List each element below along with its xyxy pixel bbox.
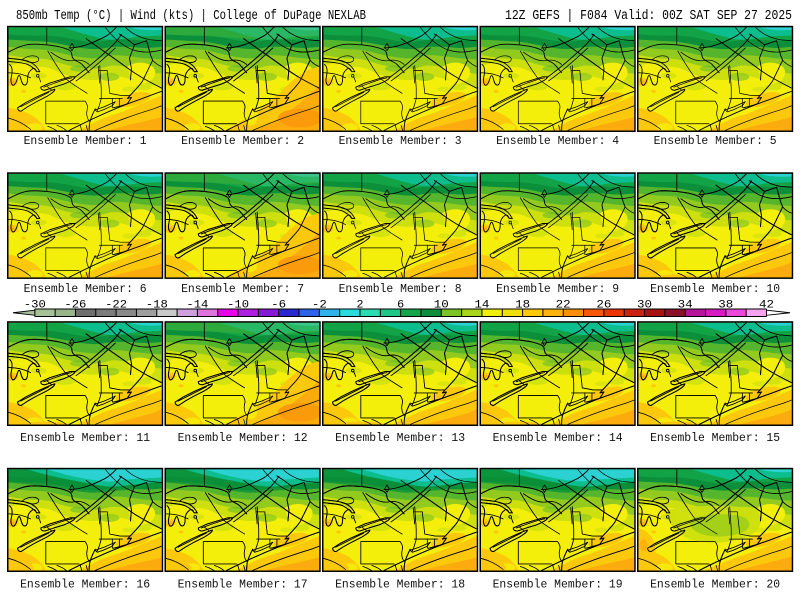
svg-text:Ensemble Member: 14: Ensemble Member: 14 [493, 432, 623, 445]
svg-text:Ensemble Member: 6: Ensemble Member: 6 [24, 283, 147, 296]
svg-text:-14: -14 [186, 299, 208, 311]
svg-text:2: 2 [357, 299, 364, 311]
svg-text:Ensemble Member: 11: Ensemble Member: 11 [20, 432, 150, 445]
svg-text:Ensemble Member: 5: Ensemble Member: 5 [654, 135, 777, 148]
svg-text:Ensemble Member: 3: Ensemble Member: 3 [339, 135, 462, 148]
svg-text:Ensemble Member: 2: Ensemble Member: 2 [181, 135, 304, 148]
svg-text:14: 14 [474, 299, 489, 311]
svg-text:30: 30 [637, 299, 652, 311]
svg-text:34: 34 [678, 299, 693, 311]
svg-text:26: 26 [596, 299, 611, 311]
svg-text:-2: -2 [312, 299, 327, 311]
svg-text:42: 42 [759, 299, 774, 311]
svg-text:Ensemble Member: 10: Ensemble Member: 10 [650, 283, 780, 296]
svg-text:Ensemble Member: 8: Ensemble Member: 8 [339, 283, 462, 296]
svg-text:Ensemble Member: 12: Ensemble Member: 12 [178, 432, 308, 445]
svg-text:22: 22 [556, 299, 571, 311]
svg-text:Ensemble Member: 18: Ensemble Member: 18 [335, 579, 465, 592]
svg-text:Ensemble Member: 4: Ensemble Member: 4 [496, 135, 619, 148]
svg-text:Ensemble Member: 19: Ensemble Member: 19 [493, 579, 623, 592]
svg-text:38: 38 [718, 299, 733, 311]
svg-text:Ensemble Member: 1: Ensemble Member: 1 [24, 135, 147, 148]
svg-text:6: 6 [397, 299, 404, 311]
svg-text:18: 18 [515, 299, 530, 311]
svg-text:Ensemble Member: 20: Ensemble Member: 20 [650, 579, 780, 592]
svg-text:12Z GEFS | F084 Valid: 00Z SAT: 12Z GEFS | F084 Valid: 00Z SAT SEP 27 20… [505, 9, 792, 24]
svg-text:850mb Temp (°C) | Wind (kts) |: 850mb Temp (°C) | Wind (kts) | College o… [16, 9, 366, 24]
svg-text:-18: -18 [146, 299, 168, 311]
svg-text:Ensemble Member: 9: Ensemble Member: 9 [496, 283, 619, 296]
svg-text:-30: -30 [24, 299, 46, 311]
svg-text:Ensemble Member: 13: Ensemble Member: 13 [335, 432, 465, 445]
svg-text:-10: -10 [227, 299, 249, 311]
svg-text:Ensemble Member: 7: Ensemble Member: 7 [181, 283, 304, 296]
svg-text:10: 10 [434, 299, 449, 311]
svg-text:Ensemble Member: 16: Ensemble Member: 16 [20, 579, 150, 592]
svg-text:-6: -6 [271, 299, 286, 311]
svg-text:Ensemble Member: 15: Ensemble Member: 15 [650, 432, 780, 445]
svg-text:-22: -22 [105, 299, 127, 311]
svg-text:Ensemble Member: 17: Ensemble Member: 17 [178, 579, 308, 592]
svg-text:-26: -26 [64, 299, 86, 311]
